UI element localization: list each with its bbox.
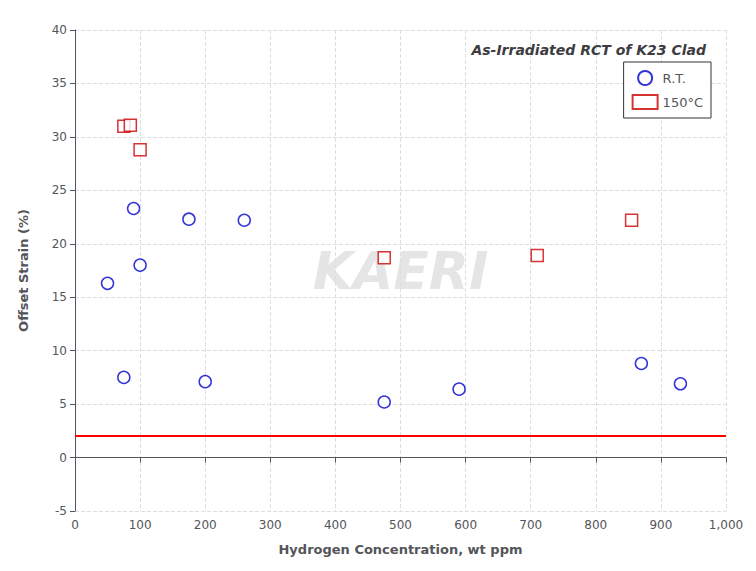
- svg-text:900: 900: [649, 518, 672, 532]
- svg-text:40: 40: [52, 23, 67, 37]
- svg-text:-5: -5: [55, 504, 67, 518]
- svg-text:15: 15: [52, 290, 67, 304]
- svg-text:400: 400: [324, 518, 347, 532]
- svg-text:R.T.: R.T.: [663, 71, 686, 86]
- svg-text:600: 600: [454, 518, 477, 532]
- svg-text:200: 200: [194, 518, 217, 532]
- svg-text:25: 25: [52, 183, 67, 197]
- svg-text:800: 800: [584, 518, 607, 532]
- svg-text:100: 100: [129, 518, 152, 532]
- svg-text:35: 35: [52, 76, 67, 90]
- svg-text:5: 5: [59, 397, 67, 411]
- svg-text:0: 0: [71, 518, 79, 532]
- svg-text:Hydrogen Concentration, wt ppm: Hydrogen Concentration, wt ppm: [278, 542, 522, 557]
- svg-text:300: 300: [259, 518, 282, 532]
- svg-text:Offset Strain (%): Offset Strain (%): [16, 209, 31, 332]
- svg-text:1,000: 1,000: [709, 518, 743, 532]
- svg-text:500: 500: [389, 518, 412, 532]
- svg-text:700: 700: [519, 518, 542, 532]
- svg-text:As-Irradiated RCT of K23 Clad: As-Irradiated RCT of K23 Clad: [470, 42, 707, 58]
- svg-text:30: 30: [52, 130, 67, 144]
- svg-text:0: 0: [59, 451, 67, 465]
- svg-text:10: 10: [52, 344, 67, 358]
- svg-text:150°C: 150°C: [663, 95, 703, 110]
- svg-text:KAERI: KAERI: [312, 240, 489, 301]
- svg-text:20: 20: [52, 237, 67, 251]
